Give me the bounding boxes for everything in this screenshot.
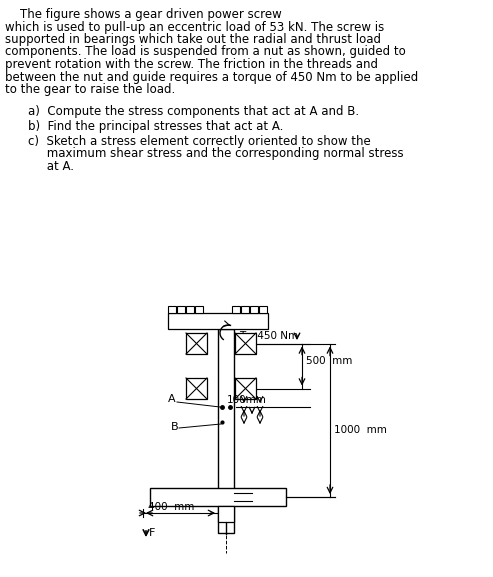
Text: which is used to pull-up an eccentric load of 53 kN. The screw is: which is used to pull-up an eccentric lo… bbox=[5, 21, 384, 33]
Bar bbox=[177, 306, 185, 313]
Bar bbox=[150, 488, 286, 506]
Text: components. The load is suspended from a nut as shown, guided to: components. The load is suspended from a… bbox=[5, 46, 406, 58]
Bar bbox=[186, 333, 207, 354]
Text: 400  mm: 400 mm bbox=[148, 502, 194, 512]
Text: maximum shear stress and the corresponding normal stress: maximum shear stress and the correspondi… bbox=[28, 147, 404, 160]
Text: b)  Find the principal stresses that act at A.: b) Find the principal stresses that act … bbox=[28, 120, 283, 133]
Text: 500  mm: 500 mm bbox=[306, 356, 352, 366]
Text: F: F bbox=[149, 528, 155, 538]
Bar bbox=[218, 329, 234, 533]
Bar bbox=[235, 378, 256, 399]
Text: T= 450 Nm: T= 450 Nm bbox=[239, 331, 298, 341]
Text: B: B bbox=[171, 422, 178, 432]
Text: 100mm: 100mm bbox=[227, 395, 267, 405]
Bar bbox=[218, 506, 234, 522]
Bar bbox=[186, 306, 194, 313]
Text: prevent rotation with the screw. The friction in the threads and: prevent rotation with the screw. The fri… bbox=[5, 58, 378, 71]
Bar bbox=[259, 306, 267, 313]
Text: a)  Compute the stress components that act at A and B.: a) Compute the stress components that ac… bbox=[28, 106, 359, 118]
Text: supported in bearings which take out the radial and thrust load: supported in bearings which take out the… bbox=[5, 33, 381, 46]
Bar bbox=[232, 306, 240, 313]
Text: between the nut and guide requires a torque of 450 Nm to be applied: between the nut and guide requires a tor… bbox=[5, 70, 418, 84]
Text: 1000  mm: 1000 mm bbox=[334, 425, 387, 435]
Text: at A.: at A. bbox=[28, 159, 74, 173]
Text: The figure shows a gear driven power screw: The figure shows a gear driven power scr… bbox=[5, 8, 282, 21]
Bar bbox=[186, 378, 207, 399]
Bar bbox=[241, 306, 249, 313]
Bar bbox=[168, 313, 268, 329]
Bar bbox=[235, 333, 256, 354]
Text: c)  Sketch a stress element correctly oriented to show the: c) Sketch a stress element correctly ori… bbox=[28, 134, 371, 148]
Bar bbox=[250, 306, 258, 313]
Text: A: A bbox=[169, 394, 176, 404]
Bar bbox=[195, 306, 203, 313]
Text: to the gear to raise the load.: to the gear to raise the load. bbox=[5, 83, 175, 96]
Bar bbox=[168, 306, 176, 313]
